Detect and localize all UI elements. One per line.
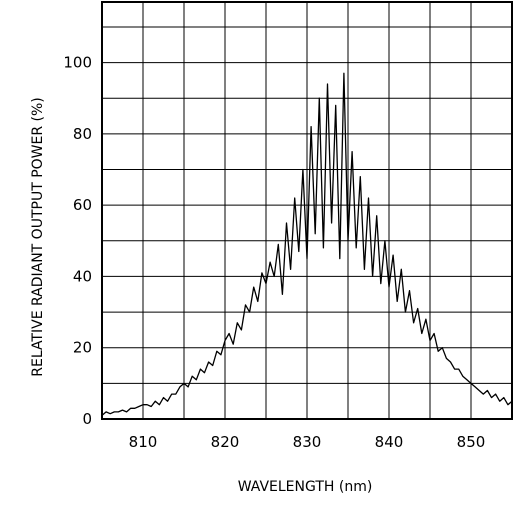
x-tick-label: 830: [293, 433, 322, 451]
y-axis-label: RELATIVE RADIANT OUTPUT POWER (%): [30, 97, 46, 377]
y-tick-label: 100: [63, 54, 92, 72]
y-tick-label: 0: [82, 410, 92, 428]
x-axis-label: WAVELENGTH (nm): [238, 479, 373, 495]
tick-layer: 810 820 830 840 850 0 20 40 60 80 100: [63, 54, 485, 451]
x-tick-label: 820: [211, 433, 240, 451]
y-tick-label: 60: [73, 196, 92, 214]
plot-frame: [101, 1, 513, 420]
y-tick-label: 40: [73, 267, 92, 285]
grid-layer: [102, 2, 512, 419]
y-tick-label: 80: [73, 125, 92, 143]
series-layer: [101, 72, 513, 416]
y-tick-label: 20: [73, 339, 92, 357]
spectrum-line: [101, 72, 513, 416]
x-tick-label: 840: [375, 433, 404, 451]
x-tick-label: 850: [457, 433, 486, 451]
x-tick-label: 810: [129, 433, 158, 451]
